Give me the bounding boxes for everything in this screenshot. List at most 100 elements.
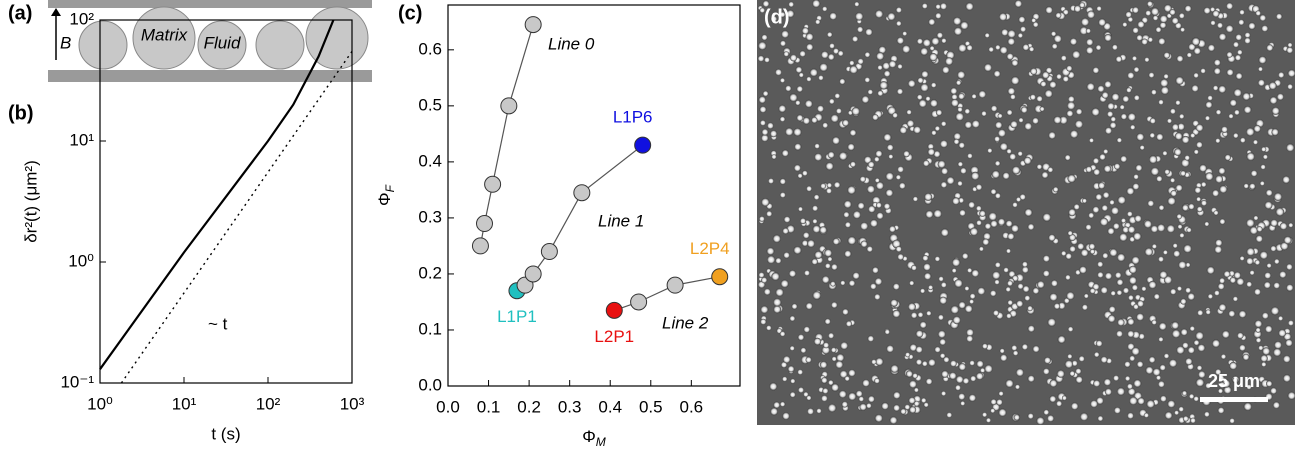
particle (1255, 235, 1264, 243)
particle (913, 400, 920, 407)
particle (857, 58, 864, 65)
particle (1200, 181, 1207, 188)
particle (1017, 283, 1024, 290)
particle (991, 170, 1000, 179)
particle (892, 112, 898, 119)
particle (993, 70, 1001, 78)
particle (1232, 41, 1240, 48)
y-tick-label: 10⁻¹ (60, 372, 94, 391)
particle (958, 142, 965, 149)
particle (969, 293, 976, 300)
particle (1131, 256, 1140, 265)
particle (1059, 116, 1068, 125)
particle (815, 19, 821, 25)
particle (1205, 172, 1214, 181)
particle (1127, 16, 1134, 23)
particle (1128, 276, 1137, 285)
particle (1006, 109, 1013, 116)
particle (1269, 96, 1278, 105)
particle (779, 11, 786, 18)
particle (806, 43, 814, 51)
particle (1067, 95, 1075, 103)
particle (935, 3, 941, 10)
particle (1175, 76, 1184, 85)
particle (920, 288, 926, 294)
particle (804, 99, 813, 108)
particle (816, 105, 825, 113)
particle (1178, 12, 1185, 19)
particle (1113, 163, 1121, 170)
panel-label: (a) (8, 2, 32, 24)
particle (1029, 94, 1036, 101)
particle (821, 345, 831, 355)
particle (771, 154, 777, 160)
particle (781, 30, 790, 39)
particle (1237, 49, 1243, 56)
particle (1047, 318, 1056, 327)
particle (955, 384, 961, 391)
particle (1255, 10, 1261, 16)
particle (969, 227, 979, 236)
particle (994, 279, 1000, 285)
particle (825, 162, 834, 171)
particle (1119, 233, 1128, 242)
particle (1148, 280, 1157, 289)
particle (904, 404, 911, 410)
particle (889, 416, 898, 425)
particle (1018, 117, 1024, 123)
particle (845, 320, 853, 327)
x-tick-label: 10¹ (172, 394, 197, 413)
particle (1098, 18, 1106, 27)
data-line (120, 51, 353, 384)
particle (1193, 72, 1199, 79)
particle (819, 361, 828, 369)
particle (997, 129, 1007, 138)
particle (902, 44, 911, 54)
particle (923, 272, 932, 280)
particle (763, 288, 771, 296)
particle (950, 305, 960, 315)
particle (1100, 356, 1108, 364)
particle (1248, 22, 1256, 30)
particle (905, 352, 911, 358)
particle (1141, 38, 1148, 46)
particle (1203, 7, 1211, 15)
particle (876, 212, 884, 220)
particle (899, 126, 908, 134)
particle (809, 68, 818, 77)
particle (1194, 186, 1202, 194)
particle (831, 301, 838, 309)
particle (1064, 360, 1074, 369)
particle (1270, 245, 1277, 252)
particle (1163, 52, 1171, 59)
particle (874, 293, 881, 301)
plot-frame (99, 19, 353, 384)
particle (772, 234, 781, 243)
particle (758, 272, 765, 278)
particle (982, 343, 988, 350)
particle (1053, 303, 1061, 310)
particle (1132, 27, 1139, 34)
particle (851, 35, 859, 43)
particle (929, 99, 938, 108)
particle (761, 277, 768, 284)
particle (1092, 66, 1100, 74)
particle (1213, 67, 1221, 75)
particle (780, 361, 788, 368)
particle (966, 44, 973, 51)
particle (900, 408, 907, 415)
x-tick-label: 0.1 (477, 397, 501, 416)
particle (1244, 32, 1251, 39)
particle (1117, 318, 1125, 327)
particle (826, 31, 833, 38)
particle (1176, 345, 1185, 355)
particle (919, 321, 927, 329)
circle-label: Matrix (141, 25, 188, 44)
particle (909, 280, 915, 286)
particle (1107, 102, 1115, 111)
particle (761, 34, 768, 41)
x-tick-label: 0.5 (639, 397, 663, 416)
particle (921, 397, 927, 404)
x-label: t (s) (211, 424, 240, 443)
particle (958, 393, 966, 401)
